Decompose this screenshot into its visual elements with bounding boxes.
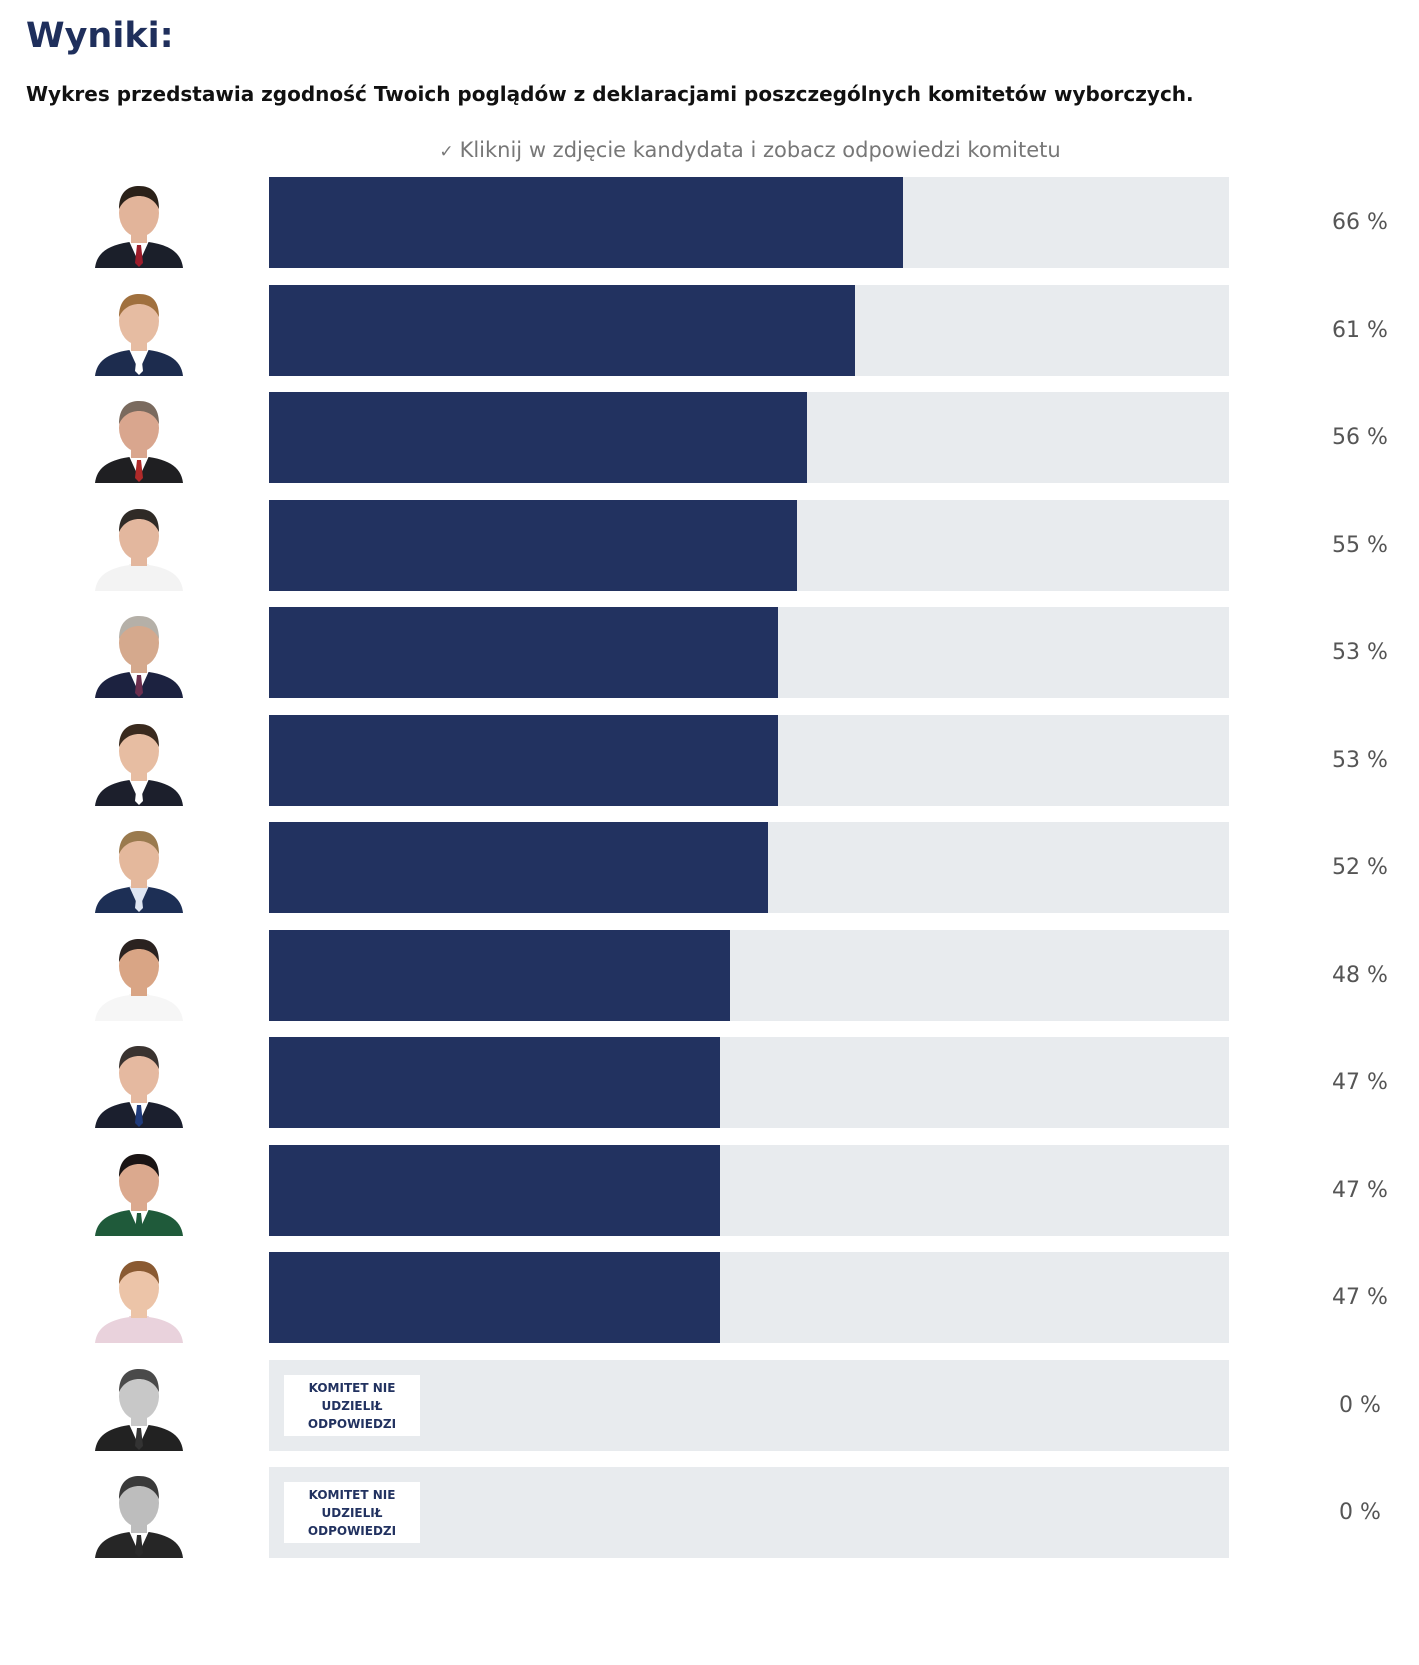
result-row: 48 % [0, 930, 1419, 1021]
bar-fill [269, 930, 730, 1021]
result-row: 47 % [0, 1037, 1419, 1128]
result-row: KOMITET NIE UDZIELIŁ ODPOWIEDZI 0 % [0, 1467, 1419, 1558]
bar-track [269, 930, 1229, 1021]
bar-track [269, 715, 1229, 806]
result-row: 56 % [0, 392, 1419, 483]
bar-fill [269, 392, 807, 483]
percent-label: 0 % [1339, 1393, 1381, 1418]
result-row: 47 % [0, 1252, 1419, 1343]
result-row: 53 % [0, 715, 1419, 806]
bar-fill [269, 822, 768, 913]
candidate-photo-icon[interactable] [93, 930, 185, 1021]
percent-label: 55 % [1332, 533, 1388, 558]
bar-track [269, 607, 1229, 698]
bar-track [269, 392, 1229, 483]
result-row: 55 % [0, 500, 1419, 591]
percent-label: 47 % [1332, 1070, 1388, 1095]
candidate-photo-icon[interactable] [93, 715, 185, 806]
candidate-photo-icon[interactable] [93, 1037, 185, 1128]
candidate-photo-icon[interactable] [93, 285, 185, 376]
percent-label: 52 % [1332, 855, 1388, 880]
no-answer-label: KOMITET NIE UDZIELIŁ ODPOWIEDZI [284, 1375, 420, 1436]
bar-track: KOMITET NIE UDZIELIŁ ODPOWIEDZI [269, 1467, 1229, 1558]
bar-fill [269, 177, 903, 268]
result-row: 47 % [0, 1145, 1419, 1236]
page-title: Wyniki: [26, 16, 174, 56]
bar-track: KOMITET NIE UDZIELIŁ ODPOWIEDZI [269, 1360, 1229, 1451]
bar-fill [269, 1037, 720, 1128]
percent-label: 47 % [1332, 1285, 1388, 1310]
percent-label: 47 % [1332, 1178, 1388, 1203]
bar-track [269, 177, 1229, 268]
percent-label: 53 % [1332, 748, 1388, 773]
percent-label: 56 % [1332, 425, 1388, 450]
result-row: 52 % [0, 822, 1419, 913]
percent-label: 53 % [1332, 640, 1388, 665]
candidate-photo-icon[interactable] [93, 1252, 185, 1343]
percent-label: 0 % [1339, 1500, 1381, 1525]
result-row: 61 % [0, 285, 1419, 376]
candidate-photo-icon[interactable] [93, 500, 185, 591]
candidate-photo-icon[interactable] [93, 1360, 185, 1451]
bar-fill [269, 1145, 720, 1236]
bar-fill [269, 715, 778, 806]
bar-fill [269, 607, 778, 698]
candidate-photo-icon[interactable] [93, 1467, 185, 1558]
hint-text-container: ✓ Kliknij w zdjęcie kandydata i zobacz od… [0, 135, 1419, 167]
result-row: 66 % [0, 177, 1419, 268]
page-subtitle: Wykres przedstawia zgodność Twoich poglą… [26, 82, 1194, 106]
candidate-photo-icon[interactable] [93, 607, 185, 698]
bar-fill [269, 1252, 720, 1343]
hint-text: Kliknij w zdjęcie kandydata i zobacz odp… [459, 138, 1061, 162]
bar-track [269, 822, 1229, 913]
no-answer-label: KOMITET NIE UDZIELIŁ ODPOWIEDZI [284, 1482, 420, 1543]
bar-track [269, 1037, 1229, 1128]
bar-track [269, 500, 1229, 591]
candidate-photo-icon[interactable] [93, 177, 185, 268]
check-icon: ✓ [439, 142, 454, 162]
bar-track [269, 1145, 1229, 1236]
percent-label: 66 % [1332, 210, 1388, 235]
bar-fill [269, 500, 797, 591]
percent-label: 61 % [1332, 318, 1388, 343]
result-row: KOMITET NIE UDZIELIŁ ODPOWIEDZI 0 % [0, 1360, 1419, 1451]
result-row: 53 % [0, 607, 1419, 698]
percent-label: 48 % [1332, 963, 1388, 988]
bar-track [269, 1252, 1229, 1343]
bar-track [269, 285, 1229, 376]
candidate-photo-icon[interactable] [93, 822, 185, 913]
bar-fill [269, 285, 855, 376]
candidate-photo-icon[interactable] [93, 1145, 185, 1236]
candidate-photo-icon[interactable] [93, 392, 185, 483]
